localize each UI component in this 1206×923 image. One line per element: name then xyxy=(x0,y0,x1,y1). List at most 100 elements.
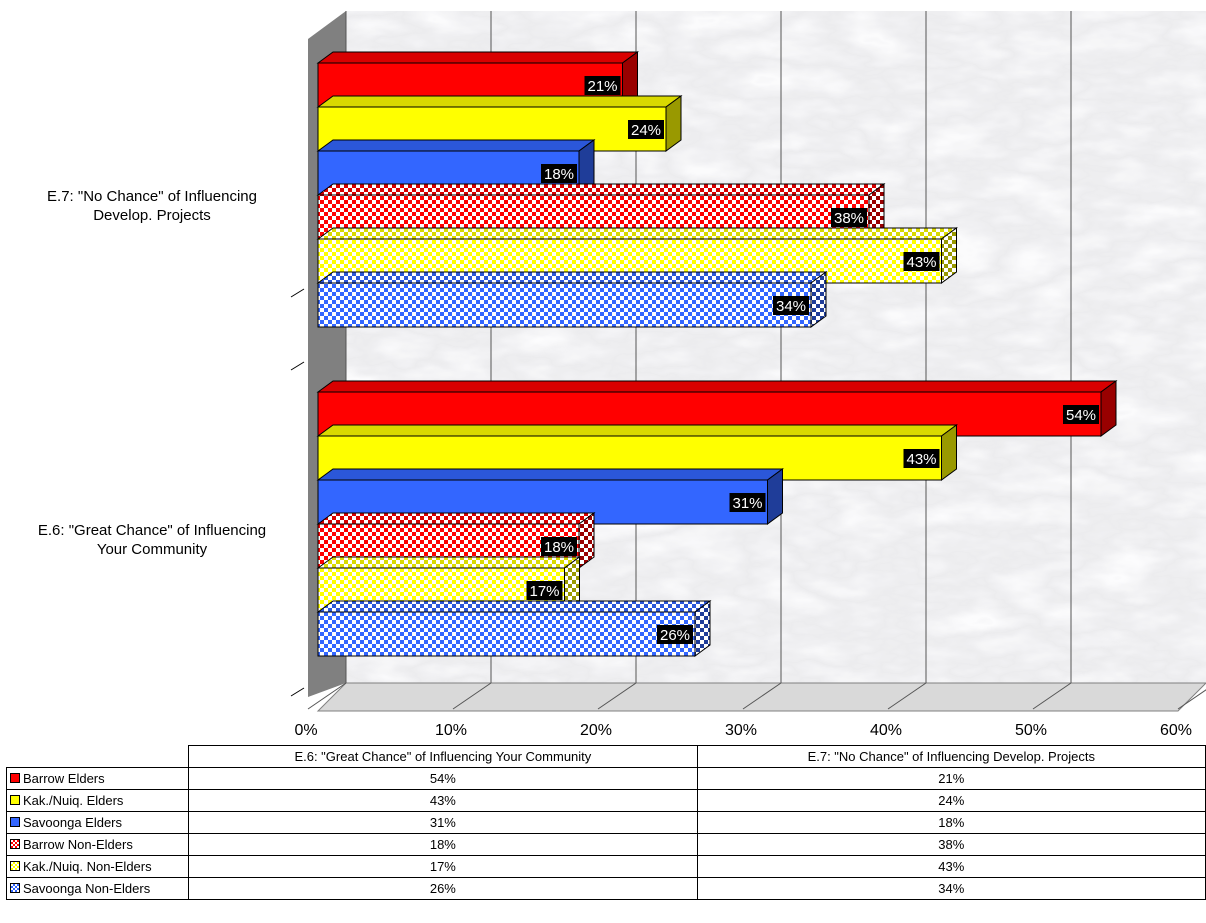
bar-top xyxy=(316,556,582,569)
bar-top xyxy=(316,468,785,481)
data-label: 18% xyxy=(544,539,574,556)
bar-top xyxy=(316,227,959,240)
table-cell: 17% xyxy=(188,855,698,878)
table-cell: 43% xyxy=(696,855,1206,878)
table-cell: 18% xyxy=(188,833,698,856)
data-label-bg xyxy=(541,164,577,183)
table-cell: 38% xyxy=(696,833,1206,856)
bar-top xyxy=(316,95,683,108)
table-cell: 26% xyxy=(188,877,698,900)
data-label-bg xyxy=(628,120,664,139)
floor-gridline xyxy=(452,682,492,710)
data-label-bg xyxy=(1063,405,1099,424)
legend-key xyxy=(10,773,20,783)
data-label-bg xyxy=(831,208,867,227)
x-tick-label: 60% xyxy=(1160,722,1192,739)
bar: 26% xyxy=(316,600,712,657)
category-label: E.6: "Great Chance" of Influencing xyxy=(38,522,266,539)
data-table-col-header: E.6: "Great Chance" of Influencing Your … xyxy=(188,745,698,768)
table-cell: 24% xyxy=(696,789,1206,812)
bar-top xyxy=(316,512,596,525)
legend-entry: Barrow Elders xyxy=(5,767,190,790)
table-cell: 18% xyxy=(696,811,1206,834)
data-label-bg xyxy=(657,625,693,644)
y-tick xyxy=(290,687,305,697)
legend-key xyxy=(10,883,20,893)
data-label: 43% xyxy=(906,451,936,468)
bar-top xyxy=(316,424,959,437)
data-label: 18% xyxy=(544,166,574,183)
bar-top xyxy=(316,600,712,613)
floor-gridline xyxy=(1177,689,1206,710)
bar-top xyxy=(316,139,596,152)
x-tick-label: 10% xyxy=(435,722,467,739)
legend-entry: Savoonga Elders xyxy=(5,811,190,834)
legend-label: Kak./Nuiq. Non-Elders xyxy=(23,859,152,874)
data-label: 43% xyxy=(906,254,936,271)
data-table-col-header: E.7: "No Chance" of Influencing Develop.… xyxy=(696,745,1206,768)
legend-label: Savoonga Elders xyxy=(23,815,123,830)
table-cell: 31% xyxy=(188,811,698,834)
bar-top xyxy=(316,380,1118,393)
floor-gridline xyxy=(307,682,347,710)
data-label-bg xyxy=(729,493,766,512)
table-cell: 54% xyxy=(188,767,698,790)
data-label-bg xyxy=(584,76,621,95)
data-label: 31% xyxy=(732,495,762,512)
floor-gridline xyxy=(1032,682,1072,710)
floor-gridline xyxy=(597,682,637,710)
legend-label: Barrow Non-Elders xyxy=(23,837,133,852)
table-cell: 21% xyxy=(696,767,1206,790)
x-tick-label: 50% xyxy=(1015,722,1047,739)
legend-key xyxy=(10,861,20,871)
data-table-header-row: E.6: "Great Chance" of Influencing Your … xyxy=(6,745,1206,768)
bar: 43% xyxy=(316,424,959,481)
floor-gridline xyxy=(887,682,927,710)
bar: 34% xyxy=(316,271,828,328)
bar-chart: 21% 24% 18% 38% 43% 34% 54% 43% 31% 18% 17% 26% 0% 1… xyxy=(38,11,1206,739)
y-tick xyxy=(290,288,305,298)
legend-entry: Savoonga Non-Elders xyxy=(5,877,190,900)
table-row: Kak./Nuiq. Elders 43% 24% xyxy=(5,789,1206,812)
bar-top xyxy=(316,271,828,284)
category-label: Your Community xyxy=(97,541,208,558)
table-row: Kak./Nuiq. Non-Elders 17% 43% xyxy=(5,855,1206,878)
table-row: Savoonga Non-Elders 26% 34% xyxy=(5,877,1206,900)
data-label: 26% xyxy=(660,627,690,644)
x-tick-label: 20% xyxy=(580,722,612,739)
bar-top xyxy=(316,51,640,64)
data-table: E.6: "Great Chance" of Influencing Your … xyxy=(5,745,1206,900)
table-row: Barrow Elders 54% 21% xyxy=(5,767,1206,790)
table-cell: 34% xyxy=(696,877,1206,900)
x-tick-label: 40% xyxy=(870,722,902,739)
y-tick xyxy=(290,361,305,371)
data-label: 34% xyxy=(776,298,806,315)
table-cell: 43% xyxy=(188,789,698,812)
bar-top xyxy=(316,183,886,196)
data-label-bg xyxy=(903,252,940,271)
axes: 0% 10% 20% 30% 40% 50% 60% E.6: "Great Chance" … xyxy=(38,188,1192,739)
legend-key xyxy=(10,817,20,827)
legend-entry: Kak./Nuiq. Non-Elders xyxy=(5,855,190,878)
bar-front xyxy=(317,282,812,328)
legend-entry: Barrow Non-Elders xyxy=(5,833,190,856)
data-label: 38% xyxy=(834,210,864,227)
data-label: 54% xyxy=(1066,407,1096,424)
legend-label: Barrow Elders xyxy=(23,771,105,786)
data-label: 24% xyxy=(631,122,661,139)
floor-gridline xyxy=(742,682,782,710)
legend-entry: Kak./Nuiq. Elders xyxy=(5,789,190,812)
data-label-bg xyxy=(773,296,809,315)
data-label: 17% xyxy=(529,583,559,600)
table-row: Savoonga Elders 31% 18% xyxy=(5,811,1206,834)
legend-label: Savoonga Non-Elders xyxy=(23,881,151,896)
data-label-bg xyxy=(526,581,563,600)
x-tick-label: 0% xyxy=(294,722,317,739)
category-label: E.7: "No Chance" of Influencing xyxy=(47,188,257,205)
bars: 21% 24% 18% 38% 43% 34% 54% 43% 31% 18% 17% 26% xyxy=(316,51,1118,657)
legend-label: Kak./Nuiq. Elders xyxy=(23,793,124,808)
data-label: 21% xyxy=(587,78,617,95)
table-row: Barrow Non-Elders 18% 38% xyxy=(5,833,1206,856)
data-table-corner xyxy=(6,745,190,768)
category-label: Develop. Projects xyxy=(93,207,211,224)
